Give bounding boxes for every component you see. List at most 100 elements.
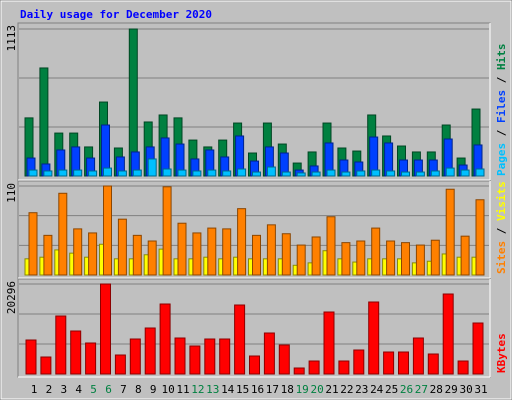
bar [43,234,53,276]
legend-entry: Files [495,90,508,123]
x-tick-label: 15 [236,383,249,396]
x-tick-label: 13 [206,383,219,396]
x-tick-label: 9 [150,383,157,396]
bar [207,169,217,177]
bar [39,67,49,177]
x-tick-label: 7 [120,383,127,396]
bar [117,170,127,177]
bar [129,338,141,375]
legend-entry: Sites [495,241,508,274]
bar [341,242,351,276]
bar [88,170,98,177]
x-tick-label: 4 [75,383,82,396]
bar [266,224,276,276]
bar [222,228,232,276]
x-tick-label: 27 [415,383,428,396]
bar [371,227,381,276]
bar [103,167,112,177]
bar [323,311,335,375]
bar [70,330,82,375]
bar [222,170,232,177]
bar [132,169,142,177]
x-tick-label: 29 [445,383,458,396]
legend: Pages / Files / Hits [495,44,508,177]
bar [174,337,186,375]
x-tick-label: 6 [105,383,112,396]
bar [353,349,365,375]
bar [249,355,260,375]
bar [475,199,485,276]
x-tick-label: 24 [370,383,384,396]
bar [85,342,97,375]
bar [192,170,202,177]
bar [383,351,395,375]
x-tick-label: 10 [161,383,174,396]
bar [398,351,409,375]
bar [266,166,276,177]
bar [326,169,336,177]
bar [296,244,306,276]
bar [427,353,439,375]
x-tick-label: 23 [355,383,368,396]
bar [55,315,67,375]
bar [58,169,68,177]
bar [293,367,305,375]
x-tick-label: 21 [325,383,338,396]
bar [401,171,410,177]
bar [103,185,112,276]
bar [43,170,53,177]
legend-separator: / [495,221,508,241]
bar [296,172,306,177]
x-tick-label: 26 [400,383,413,396]
bar [460,235,470,276]
bar [281,233,291,276]
x-tick-label: 22 [340,383,353,396]
bar [263,332,275,375]
x-tick-label: 14 [221,383,235,396]
bar [177,222,187,276]
bar [28,169,38,177]
legend-entry: Visits [495,181,508,221]
bar [88,232,98,276]
legend: Sites / Visits [495,181,508,274]
legend-entry: KBytes [495,333,508,373]
bar [25,339,37,375]
bar [460,169,470,177]
bar [341,171,351,177]
bar [204,338,216,375]
bar [234,304,246,375]
bar [189,345,201,375]
bar [356,240,366,276]
bar [445,167,455,177]
bar [159,303,171,375]
x-tick-label: 8 [135,383,142,396]
bar [371,169,381,177]
bar [415,171,425,177]
legend-entry: Pages [495,143,508,176]
x-tick-label: 16 [251,383,264,396]
legend: KBytes [495,333,508,373]
x-tick-label: 11 [176,383,189,396]
y-tick-label: 1113 [5,25,18,52]
bar [278,344,290,375]
bar [132,234,142,276]
x-tick-label: 31 [474,383,487,396]
bar [281,171,291,177]
x-tick-label: 19 [296,383,309,396]
bar [219,338,231,375]
x-tick-label: 1 [31,383,38,396]
bar [412,337,424,375]
bar [445,188,455,276]
bar [73,169,83,177]
bar [144,327,156,375]
bar [311,236,321,276]
bar [73,228,83,276]
bar [430,239,440,276]
bar [192,232,202,276]
legend-separator: / [495,70,508,90]
bar [386,240,396,276]
x-tick-label: 12 [191,383,204,396]
bar [237,208,247,276]
